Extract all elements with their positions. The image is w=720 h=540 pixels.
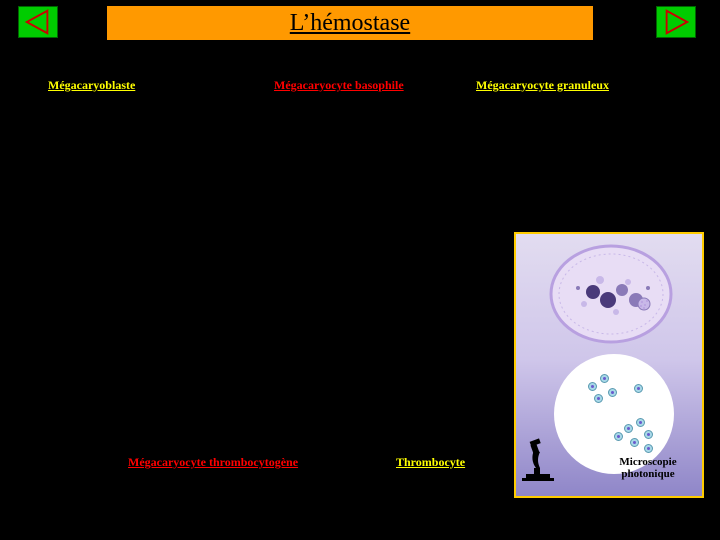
arrow-left-icon [19,7,57,37]
thrombocyte-dot [644,444,653,453]
label-megacaryocyte-thrombocytogene: Mégacaryocyte thrombocytogène [128,455,298,470]
page-title: L’hémostase [290,10,410,37]
caption-microscopie-electronique: Microscopie électronique [630,198,702,222]
label-megacaryocyte-basophile: Mégacaryocyte basophile [274,78,404,93]
nav-back-button[interactable] [18,6,58,38]
thrombocyte-dot [630,438,639,447]
nav-forward-button[interactable] [656,6,696,38]
thrombocyte-dot [594,394,603,403]
thrombocyte-dot [636,418,645,427]
arrow-right-icon [657,7,695,37]
label-megacaryocyte-granuleux: Mégacaryocyte granuleux [476,78,609,93]
thrombocyte-dot [608,388,617,397]
thrombocyte-dot [634,384,643,393]
label-megacaryoblaste: Mégacaryoblaste [48,78,135,93]
thrombocyte-dot [588,382,597,391]
cell-diagram: Microscopie photonique [514,232,704,498]
caption-microscopie-photonique: Microscopie photonique [612,456,684,480]
microscope-icon [520,438,556,482]
title-bar: L’hémostase [105,4,595,42]
thrombocyte-dot [644,430,653,439]
label-thrombocyte: Thrombocyte [396,455,465,470]
thrombocyte-dot [600,374,609,383]
megakaryocyte-icon [548,242,674,346]
thrombocyte-dot [624,424,633,433]
thrombocyte-dot [614,432,623,441]
